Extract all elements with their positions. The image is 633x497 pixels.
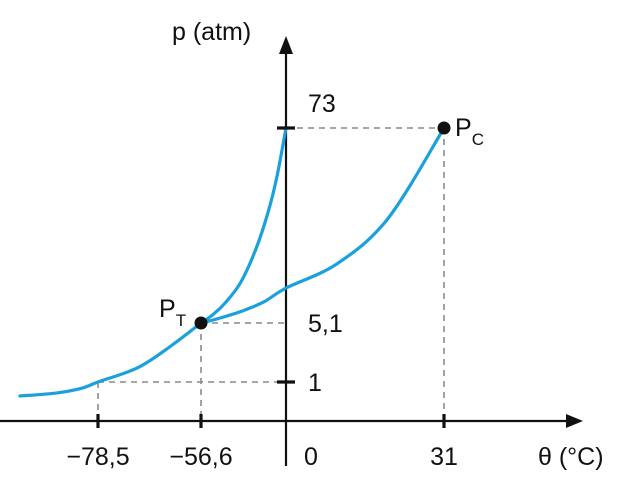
point-label: PT [159,295,186,330]
guide-lines [97,127,445,421]
y-tick-label: 1 [308,369,322,397]
curves [18,126,446,398]
y-axis-arrow [279,36,293,54]
y-tick-label: 73 [308,90,336,118]
x-tick-label: 31 [430,443,458,471]
axes [0,36,583,466]
solid-gas-curve [18,321,203,398]
point-t [194,316,208,330]
point-c [437,121,451,135]
points: PT PC [159,114,484,330]
y-tick-label: 5,1 [308,310,343,338]
x-axis-label: θ (°C) [538,443,604,471]
y-axis-label: p (atm) [172,18,251,46]
ticks: −78,5 −56,6 0 31 1 5,1 73 [66,90,458,471]
x-tick-label: −78,5 [66,443,129,471]
vaporization-curve [199,126,446,325]
x-axis-arrow [566,414,583,428]
x-tick-label: −56,6 [169,443,232,471]
x-tick-label: 0 [304,443,318,471]
point-label: PC [455,114,484,149]
sublimation-fusion-curve [199,126,288,325]
